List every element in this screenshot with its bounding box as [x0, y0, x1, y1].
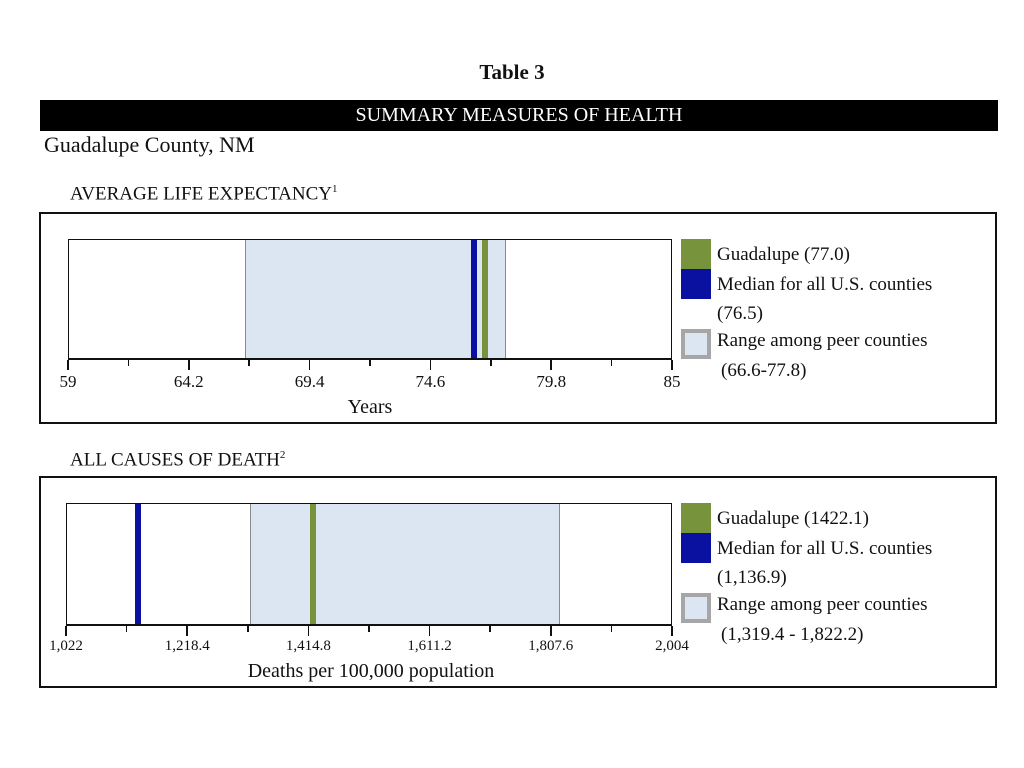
legend-county-label: Guadalupe (77.0) [717, 244, 850, 265]
x-minor-tick [610, 626, 613, 632]
county-name: Guadalupe County, NM [44, 132, 255, 157]
x-major-tick [429, 360, 432, 370]
x-major-tick [65, 626, 67, 636]
x-tick-label: 79.8 [536, 372, 567, 391]
x-tick-label: 64.2 [173, 372, 204, 391]
x-minor-tick [368, 626, 370, 632]
peer-range-band [249, 504, 561, 625]
all-causes-death-chart-box: Deaths per 100,000 population Guadalupe … [39, 476, 997, 688]
x-tick-label: 2,004 [655, 638, 689, 654]
x-minor-tick [248, 360, 250, 366]
median-swatch [681, 269, 711, 299]
legend-median-value: (1,136.9) [717, 567, 787, 588]
x-major-tick [188, 360, 190, 370]
county-value-line [482, 240, 489, 359]
x-major-tick [308, 360, 311, 370]
x-minor-tick [610, 360, 613, 366]
life-expectancy-axis-title: Years [347, 396, 393, 418]
life-expectancy-title-text: AVERAGE LIFE EXPECTANCY [70, 183, 333, 205]
county-value-line [309, 504, 316, 625]
x-minor-tick [247, 626, 249, 632]
all-causes-death-axis-title: Deaths per 100,000 population [247, 660, 495, 682]
legend-median-label: Median for all U.S. counties [717, 274, 933, 295]
county-swatch [681, 503, 711, 533]
x-tick-label: 1,022 [49, 638, 83, 654]
legend-range-value: (1,319.4 - 1,822.2) [721, 624, 864, 645]
x-tick-label: 1,218.4 [164, 638, 210, 654]
table-title: Table 3 [479, 60, 545, 84]
x-tick-label: 69.4 [294, 372, 325, 391]
life-expectancy-chart-box: Years Guadalupe (77.0) Median for all U.… [39, 212, 997, 424]
all-causes-death-title-text: ALL CAUSES OF DEATH [70, 449, 280, 471]
x-axis-line [66, 624, 672, 626]
x-minor-tick [125, 626, 128, 632]
all-causes-death-plot-area [66, 503, 672, 626]
legend-county-label: Guadalupe (1422.1) [717, 508, 869, 529]
footnote-marker: 2 [279, 449, 286, 461]
x-tick-label: 85 [663, 372, 681, 391]
legend-median-label: Median for all U.S. counties [717, 538, 933, 559]
x-tick-label: 1,414.8 [285, 638, 331, 654]
life-expectancy-plot-area [68, 239, 672, 360]
x-major-tick [550, 360, 552, 370]
life-expectancy-title: AVERAGE LIFE EXPECTANCY1 [70, 183, 338, 205]
all-causes-death-title: ALL CAUSES OF DEATH2 [70, 449, 285, 471]
x-minor-tick [369, 360, 371, 366]
x-minor-tick [490, 360, 492, 366]
peer-range-band [244, 240, 506, 359]
x-major-tick [550, 626, 552, 636]
legend-median-value: (76.5) [717, 303, 763, 324]
us-median-line [470, 240, 477, 359]
median-swatch [681, 533, 711, 563]
x-major-tick [428, 626, 431, 636]
x-minor-tick [127, 360, 130, 366]
footnote-marker: 1 [332, 183, 338, 195]
x-minor-tick [489, 626, 491, 632]
legend-range-label: Range among peer counties [717, 330, 928, 351]
legend-range-value: (66.6-77.8) [721, 360, 807, 381]
x-axis-line [68, 358, 672, 360]
x-major-tick [671, 626, 673, 636]
x-major-tick [307, 626, 310, 636]
x-major-tick [67, 360, 69, 370]
x-major-tick [186, 626, 188, 636]
county-swatch [681, 239, 711, 269]
x-major-tick [671, 360, 673, 370]
us-median-line [134, 504, 141, 625]
x-tick-label: 1,611.2 [407, 638, 452, 654]
x-tick-label: 74.6 [415, 372, 446, 391]
range-swatch [681, 593, 711, 623]
range-swatch [681, 329, 711, 359]
x-tick-label: 1,807.6 [528, 638, 574, 654]
legend-range-label: Range among peer counties [717, 594, 928, 615]
summary-banner: SUMMARY MEASURES OF HEALTH [40, 100, 998, 131]
x-tick-label: 59 [59, 372, 77, 391]
